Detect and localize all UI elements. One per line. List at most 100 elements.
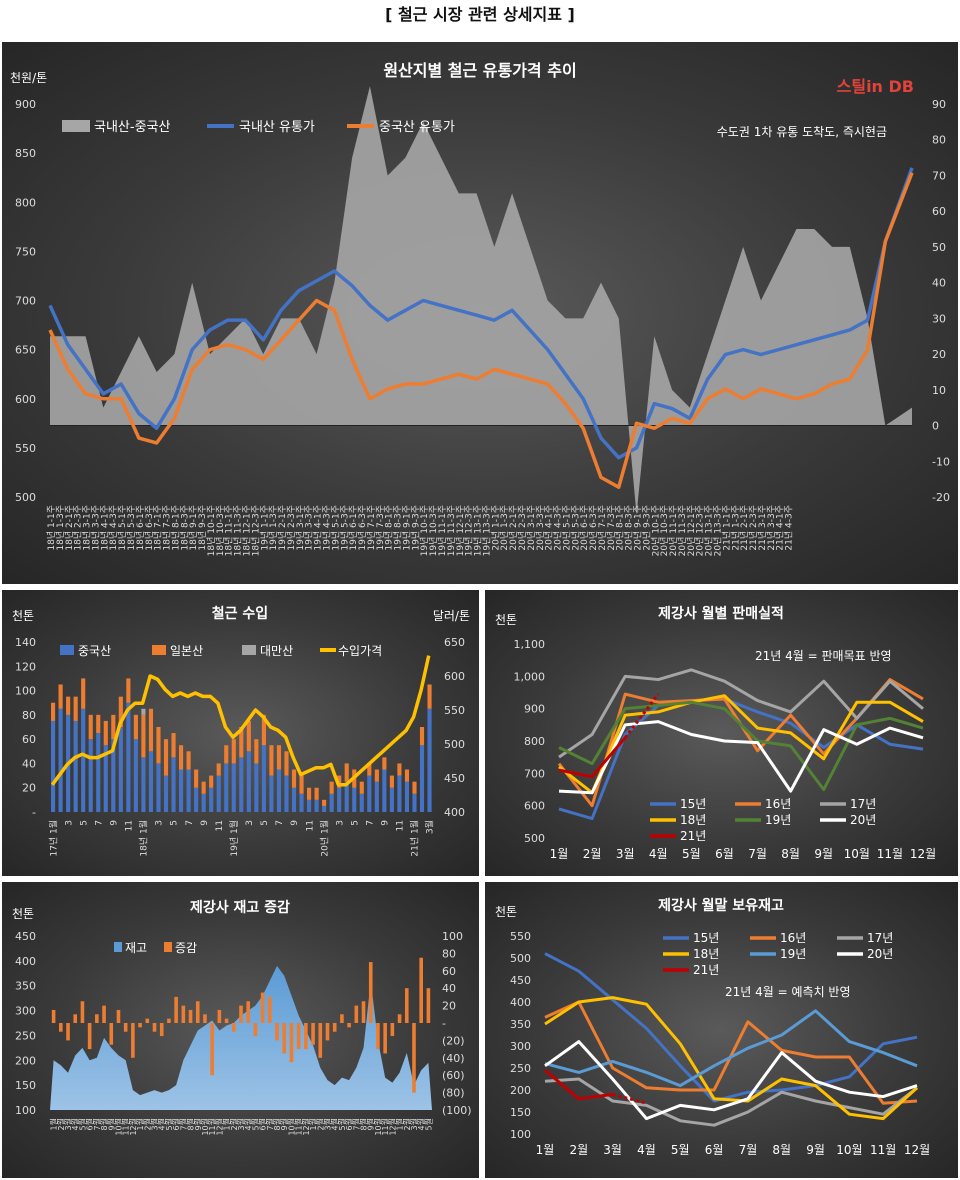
price-x-tick: 19년 13-3주 — [481, 505, 492, 556]
import-x-tick: 18년 1월 — [138, 820, 150, 857]
sales-line — [558, 700, 924, 791]
sales-y-tick: 900 — [524, 703, 545, 716]
sales-x-tick: 7월 — [748, 847, 767, 861]
price-chart-panel: 원산지별 철근 유통가격 추이 천원/톤 스틸in DB 수도권 1차 유통 도착도,… — [2, 42, 958, 584]
price-y-tick: 500 — [15, 491, 36, 504]
sales-y-tick: 800 — [524, 735, 545, 748]
price-x-tick: 20년 12-1주 — [686, 505, 697, 556]
import-bar — [118, 727, 123, 812]
price-y2-tick: 70 — [932, 169, 946, 182]
price-x-tick: 20년 11-3주 — [677, 505, 688, 556]
price-x-tick: 18년 5-3주 — [126, 505, 137, 551]
inventory-legend-label: 15년 — [693, 931, 719, 945]
import-x-tick: 7 — [94, 820, 104, 826]
price-x-tick: 20년 4-3주 — [553, 505, 564, 551]
import-legend-label: 일본산 — [170, 644, 203, 658]
import-bar — [51, 720, 56, 812]
inventory-legend-label: 20년 — [867, 947, 893, 961]
price-y-axis-label: 천원/톤 — [10, 70, 47, 85]
price-x-tick: 18년 4-1주 — [99, 505, 110, 551]
import-bar — [299, 775, 304, 794]
import-legend-swatch — [242, 645, 256, 655]
sales-y-tick: 600 — [524, 800, 545, 813]
import-bar — [73, 696, 78, 721]
import-bar — [156, 727, 161, 764]
import-bar — [322, 805, 327, 812]
stockchg-x-tick: 3월 — [409, 1118, 419, 1130]
price-x-tick: 20년 13-1주 — [704, 505, 715, 556]
import-bar — [51, 702, 56, 721]
stockchg-y-tick: 250 — [15, 1029, 36, 1042]
price-x-tick: 18년 12-3주 — [250, 505, 261, 556]
stockchg-x-tick: 4월 — [243, 1118, 253, 1130]
stockchg-x-tick: 3월 — [236, 1118, 246, 1130]
inventory-x-tick: 1월 — [536, 1143, 555, 1157]
import-x-tick: 3 — [335, 820, 345, 826]
import-x-tick: 19년 1월 — [228, 820, 240, 857]
stockchg-x-tick: 6월 — [85, 1118, 95, 1130]
stockchg-change-bar — [397, 1014, 402, 1023]
import-x-tick: 5 — [79, 820, 89, 826]
stockchg-change-bar — [203, 1014, 207, 1023]
stockchg-change-bar — [152, 1023, 157, 1032]
stockchg-x-tick: 5월 — [77, 1118, 87, 1130]
price-x-tick: 18년 7-3주 — [162, 505, 173, 551]
sales-note: 21년 4월 = 판매목표 반영 — [755, 649, 892, 663]
import-y-tick: 120 — [15, 660, 36, 673]
import-bar — [344, 781, 349, 812]
import-bar — [141, 714, 146, 758]
stockchg-x-tick: 4월 — [330, 1118, 340, 1130]
stockchg-y-tick: 150 — [15, 1079, 36, 1092]
import-bar — [344, 763, 349, 782]
import-x-tick: 11 — [396, 820, 406, 831]
stockchg-change-bar — [116, 1009, 121, 1023]
import-bar — [261, 745, 266, 812]
import-bar — [291, 787, 297, 812]
import-bar — [103, 720, 108, 746]
import-x-tick: 9 — [109, 820, 119, 826]
price-x-tick: 19년 6-1주 — [348, 505, 359, 551]
import-bar — [201, 781, 206, 794]
import-bar — [216, 775, 221, 812]
import-legend-label: 중국산 — [78, 644, 111, 658]
import-bar — [88, 739, 93, 812]
sales-chart-panel: 제강사 월별 판매실적 천톤 1,100 1,000 900 800 700 600 500 1월… — [485, 590, 958, 876]
sales-x-tick: 4월 — [649, 847, 668, 861]
import-bar — [314, 799, 319, 812]
import-bar — [307, 787, 312, 800]
sales-x-tick: 2월 — [583, 847, 602, 861]
price-x-tick: 18년 6-3주 — [144, 505, 155, 551]
inventory-note: 21년 4월 = 예측치 반영 — [725, 985, 851, 999]
import-bar — [224, 745, 229, 764]
stockchg-change-bar — [419, 957, 423, 1023]
import-x-tick: 3 — [155, 820, 165, 826]
import-x-tick: 11 — [305, 820, 315, 831]
sales-line — [558, 668, 924, 759]
stockchg-y-axis-label: 천톤 — [12, 906, 34, 921]
import-bar — [141, 757, 146, 812]
stockchg-x-tick: 4월 — [70, 1118, 80, 1130]
import-bar — [111, 714, 116, 740]
stockchg-x-tick: 2월 — [402, 1118, 412, 1130]
price-x-tick: 19년 6-3주 — [357, 505, 368, 551]
sales-chart-title: 제강사 월별 판매실적 — [658, 605, 784, 622]
price-x-tick: 18년 3-3주 — [90, 505, 101, 551]
stockchg-x-tick: 5월 — [164, 1118, 174, 1130]
price-x-tick: 18년 2-1주 — [64, 505, 75, 551]
stockchg-x-tick: 11월 — [207, 1118, 217, 1136]
sales-legend-label: 16년 — [765, 797, 791, 811]
stockchg-change-bar — [412, 1023, 416, 1093]
price-x-tick: 19년 2-1주 — [277, 505, 288, 551]
price-x-tick: 20년 7-3주 — [606, 505, 617, 551]
import-bar — [314, 787, 319, 800]
stockchg-change-bar — [354, 1005, 359, 1023]
price-x-tick: 20년 10-1주 — [650, 505, 661, 556]
price-x-tick: 19년 1-3주 — [268, 505, 279, 551]
import-bar — [194, 769, 199, 788]
price-x-tick: 19년 10-1주 — [419, 505, 430, 556]
price-x-tick: 21년 2-3주 — [748, 505, 759, 551]
import-x-tick: 3 — [64, 820, 74, 826]
import-chart-title: 철근 수입 — [212, 606, 268, 622]
stockchg-x-tick: 11월 — [294, 1118, 304, 1136]
price-x-tick: 19년 4-3주 — [321, 505, 332, 551]
